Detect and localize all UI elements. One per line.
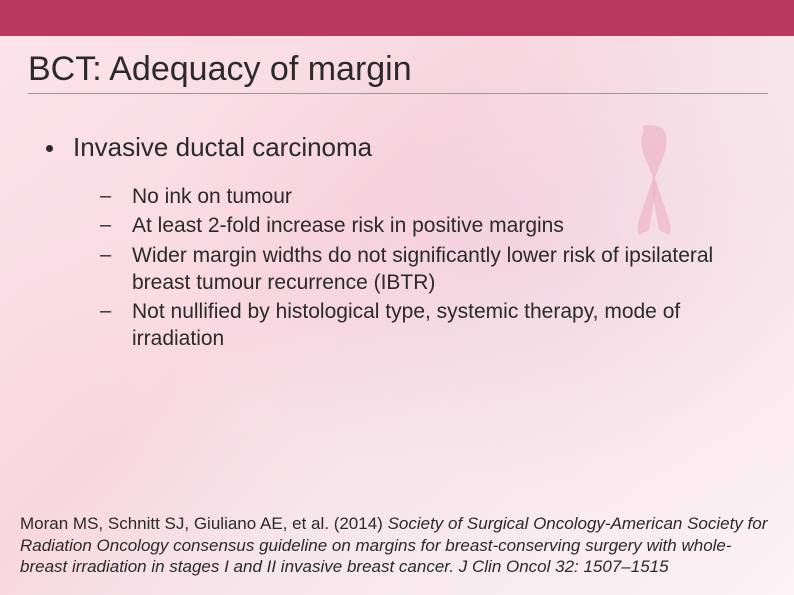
sub-bullet-item: – At least 2-fold increase risk in posit… — [100, 212, 746, 239]
citation-text: Moran MS, Schnitt SJ, Giuliano AE, et al… — [20, 513, 774, 577]
dash-icon: – — [100, 185, 112, 208]
main-bullet-text: Invasive ductal carcinoma — [73, 132, 372, 163]
citation-authors: Moran MS, Schnitt SJ, Giuliano AE, et al… — [20, 514, 388, 533]
sub-bullet-text: At least 2-fold increase risk in positiv… — [132, 212, 564, 239]
dash-icon: – — [100, 214, 112, 237]
sub-bullet-text: Not nullified by histological type, syst… — [132, 298, 746, 353]
sub-bullet-item: – No ink on tumour — [100, 183, 746, 210]
dash-icon: – — [100, 244, 112, 267]
dash-icon: – — [100, 300, 112, 323]
header-bar — [0, 0, 794, 36]
bullet-dot-icon — [46, 145, 53, 152]
sub-bullet-text: Wider margin widths do not significantly… — [132, 242, 746, 297]
title-underline — [28, 93, 768, 94]
main-bullet-row: Invasive ductal carcinoma — [46, 132, 766, 163]
slide-content: BCT: Adequacy of margin Invasive ductal … — [0, 36, 794, 353]
sub-bullet-text: No ink on tumour — [132, 183, 292, 210]
sub-bullet-list: – No ink on tumour – At least 2-fold inc… — [100, 183, 746, 353]
sub-bullet-item: – Wider margin widths do not significant… — [100, 242, 746, 297]
sub-bullet-item: – Not nullified by histological type, sy… — [100, 298, 746, 353]
slide-title: BCT: Adequacy of margin — [28, 50, 766, 89]
